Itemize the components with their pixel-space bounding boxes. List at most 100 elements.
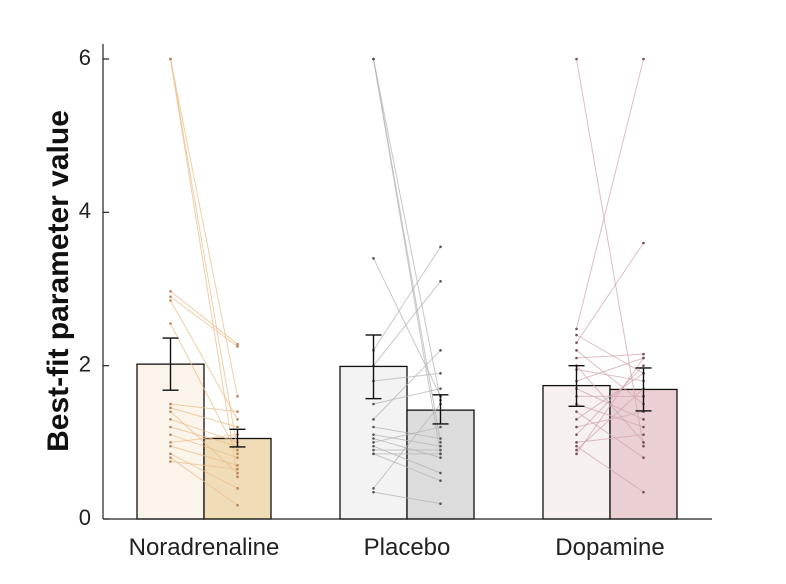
participant-line	[373, 258, 441, 397]
bar	[542, 384, 611, 520]
participant-line	[576, 388, 644, 451]
data-point	[575, 349, 578, 352]
participant-line	[373, 58, 441, 454]
data-point	[439, 387, 442, 390]
participant-line	[170, 407, 238, 428]
data-point	[439, 437, 442, 440]
participant-line	[576, 369, 644, 382]
data-point	[236, 471, 239, 475]
data-point	[236, 410, 239, 413]
data-point	[575, 433, 578, 436]
data-point	[372, 444, 375, 448]
data-point	[575, 341, 578, 344]
data-point	[169, 460, 172, 463]
y-tick-label: 0	[79, 505, 91, 530]
participant-line	[170, 58, 238, 451]
data-point	[169, 433, 172, 436]
data-point	[372, 487, 375, 490]
data-point	[439, 502, 442, 505]
participant-line	[373, 388, 441, 405]
x-tick-label: Placebo	[364, 534, 451, 561]
y-tick-label: 4	[79, 198, 91, 223]
participant-lines	[170, 58, 238, 506]
participant-line	[373, 426, 441, 443]
data-point	[372, 257, 375, 260]
data-point	[236, 342, 239, 346]
chart-marks	[136, 57, 678, 520]
participant-line	[576, 334, 644, 374]
participant-line	[170, 296, 238, 347]
participant-line	[576, 242, 644, 343]
data-point	[575, 448, 578, 452]
participant-line	[170, 461, 238, 470]
error-bars	[162, 337, 246, 448]
data-point	[372, 57, 375, 61]
data-point	[575, 327, 578, 331]
participant-line	[373, 453, 441, 482]
data-point	[169, 410, 172, 413]
participant-line	[576, 403, 644, 428]
data-point	[575, 57, 578, 61]
data-point	[169, 402, 172, 406]
data-point	[439, 280, 442, 283]
data-point	[575, 441, 578, 444]
data-point	[236, 425, 239, 429]
group-placebo	[339, 57, 475, 520]
data-point	[372, 448, 375, 452]
participant-line	[170, 403, 238, 413]
error-bars	[365, 334, 449, 425]
data-point	[642, 433, 645, 436]
data-point	[169, 406, 172, 410]
data-point	[439, 425, 442, 429]
participant-line	[170, 58, 238, 397]
data-point	[642, 352, 645, 356]
data-point	[372, 452, 375, 456]
data-point	[642, 364, 645, 367]
participant-line	[576, 357, 644, 455]
data-point	[642, 444, 645, 448]
y-axis-label: Best-fit parameter value	[42, 110, 75, 452]
data-point	[236, 345, 239, 348]
data-point	[642, 356, 645, 360]
participant-line	[373, 445, 441, 474]
data-point	[236, 452, 239, 456]
data-point	[439, 452, 442, 456]
data-point	[439, 349, 442, 352]
y-ticks: 0 2 4 6	[79, 45, 109, 530]
participant-line	[170, 434, 238, 443]
participant-line	[373, 426, 441, 439]
data-point	[439, 245, 442, 249]
participant-line	[373, 281, 441, 366]
data-point	[575, 333, 578, 337]
participant-line	[170, 58, 238, 477]
participant-line	[170, 323, 238, 455]
participant-line	[170, 453, 238, 489]
participant-line	[170, 290, 238, 345]
data-point	[642, 456, 645, 459]
data-point	[372, 425, 375, 429]
participant-line	[576, 58, 644, 329]
data-point	[642, 490, 645, 494]
data-point	[575, 444, 578, 448]
data-point	[372, 490, 375, 494]
data-point	[372, 433, 375, 436]
participant-line	[170, 418, 238, 443]
x-category-labels: Noradrenaline Placebo Dopamine	[129, 534, 665, 561]
participant-line	[373, 372, 441, 382]
data-point	[169, 299, 172, 302]
data-point	[169, 295, 172, 298]
data-point	[169, 452, 172, 456]
data-point	[372, 437, 375, 440]
participant-lines	[373, 58, 441, 505]
data-point	[236, 456, 239, 459]
participant-line	[170, 434, 238, 459]
participant-line	[170, 426, 238, 447]
participant-line	[576, 353, 644, 359]
data-point	[236, 395, 239, 398]
data-point	[236, 467, 239, 471]
error-bars	[568, 364, 652, 412]
bars	[136, 363, 272, 520]
data-point	[169, 322, 172, 325]
data-point	[439, 456, 442, 459]
data-point	[169, 456, 172, 459]
